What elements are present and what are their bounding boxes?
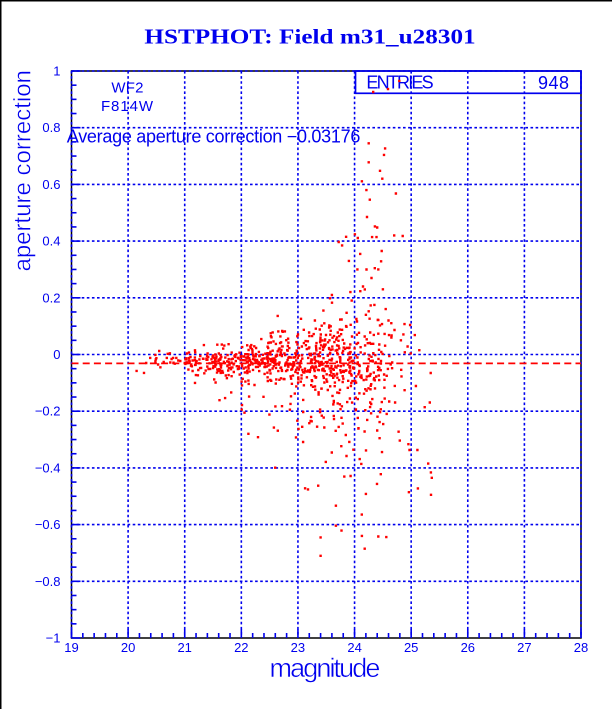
svg-text:0: 0 — [53, 347, 60, 362]
svg-text:aperture correction: aperture correction — [10, 70, 37, 271]
svg-text:21: 21 — [177, 640, 191, 655]
svg-text:1: 1 — [53, 64, 60, 79]
svg-text:F814W: F814W — [101, 98, 154, 115]
svg-text:magnitude: magnitude — [270, 653, 380, 683]
svg-text:HSTPHOT: Field m31_u28301: HSTPHOT: Field m31_u28301 — [144, 25, 475, 49]
svg-text:22: 22 — [234, 640, 248, 655]
svg-text:26: 26 — [461, 640, 475, 655]
svg-text:25: 25 — [404, 640, 418, 655]
svg-text:−0.8: −0.8 — [35, 574, 61, 589]
svg-text:ENTRIES: ENTRIES — [366, 72, 433, 92]
svg-text:948: 948 — [538, 73, 570, 93]
svg-text:23: 23 — [291, 640, 305, 655]
svg-text:−0.2: −0.2 — [35, 404, 61, 419]
svg-text:0.2: 0.2 — [42, 290, 60, 305]
svg-text:WF2: WF2 — [111, 80, 143, 97]
svg-text:24: 24 — [347, 640, 361, 655]
svg-text:Average aperture correction −0: Average aperture correction −0.03176 — [67, 127, 361, 147]
svg-text:0.6: 0.6 — [42, 177, 60, 192]
svg-text:0.4: 0.4 — [42, 234, 60, 249]
svg-text:−0.6: −0.6 — [35, 517, 61, 532]
svg-text:−1: −1 — [46, 631, 61, 646]
svg-text:28: 28 — [574, 640, 588, 655]
svg-text:19: 19 — [64, 640, 78, 655]
svg-text:−0.4: −0.4 — [35, 460, 61, 475]
svg-text:27: 27 — [517, 640, 531, 655]
svg-text:0.8: 0.8 — [42, 120, 60, 135]
svg-text:20: 20 — [121, 640, 135, 655]
